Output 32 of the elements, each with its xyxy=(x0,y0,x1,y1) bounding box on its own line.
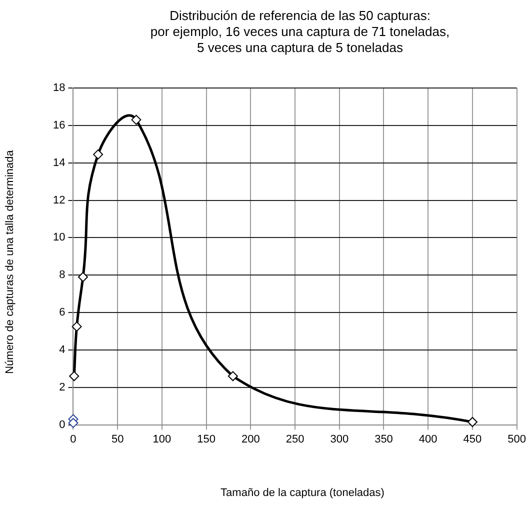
point xyxy=(93,149,104,160)
y-tick-label: 10 xyxy=(52,232,66,244)
x-tick-label: 450 xyxy=(463,433,482,446)
x-tick-label: 0 xyxy=(70,433,76,446)
point xyxy=(131,114,142,125)
x-tick-label: 300 xyxy=(330,433,349,446)
point xyxy=(467,416,478,427)
x-tick-label: 50 xyxy=(111,433,124,446)
x-tick-label: 350 xyxy=(374,433,393,446)
x-axis-title: Tamaño de la captura (toneladas) xyxy=(220,487,386,499)
point xyxy=(68,418,78,428)
y-tick-label: 18 xyxy=(52,82,66,94)
chart-title: Distribución de referencia de las 50 capturas: por ejemplo, 16 veces una captura de 71 toneladas, 5 veces una captura de 5 toneladas xyxy=(149,8,451,56)
point xyxy=(69,371,80,382)
point xyxy=(78,272,88,282)
y-tick-label: 8 xyxy=(59,269,66,282)
y-tick-label: 6 xyxy=(59,306,66,319)
x-tick-label: 200 xyxy=(241,433,260,446)
y-axis-title: Número de capturas de una talla determinada xyxy=(4,149,16,376)
y-tick-label: 16 xyxy=(52,119,66,132)
x-tick-label: 150 xyxy=(197,433,216,446)
x-tick-label: 250 xyxy=(286,433,304,446)
point xyxy=(72,322,82,332)
y-tick-label: 0 xyxy=(59,418,66,431)
x-tick-label: 100 xyxy=(152,433,172,446)
y-tick-label: 12 xyxy=(52,194,66,206)
y-tick-label: 2 xyxy=(59,381,66,394)
y-tick-label: 14 xyxy=(52,156,66,169)
x-tick-label: 500 xyxy=(508,433,526,446)
y-tick-label: 4 xyxy=(59,344,66,356)
point xyxy=(228,371,238,382)
x-tick-label: 400 xyxy=(418,433,438,446)
